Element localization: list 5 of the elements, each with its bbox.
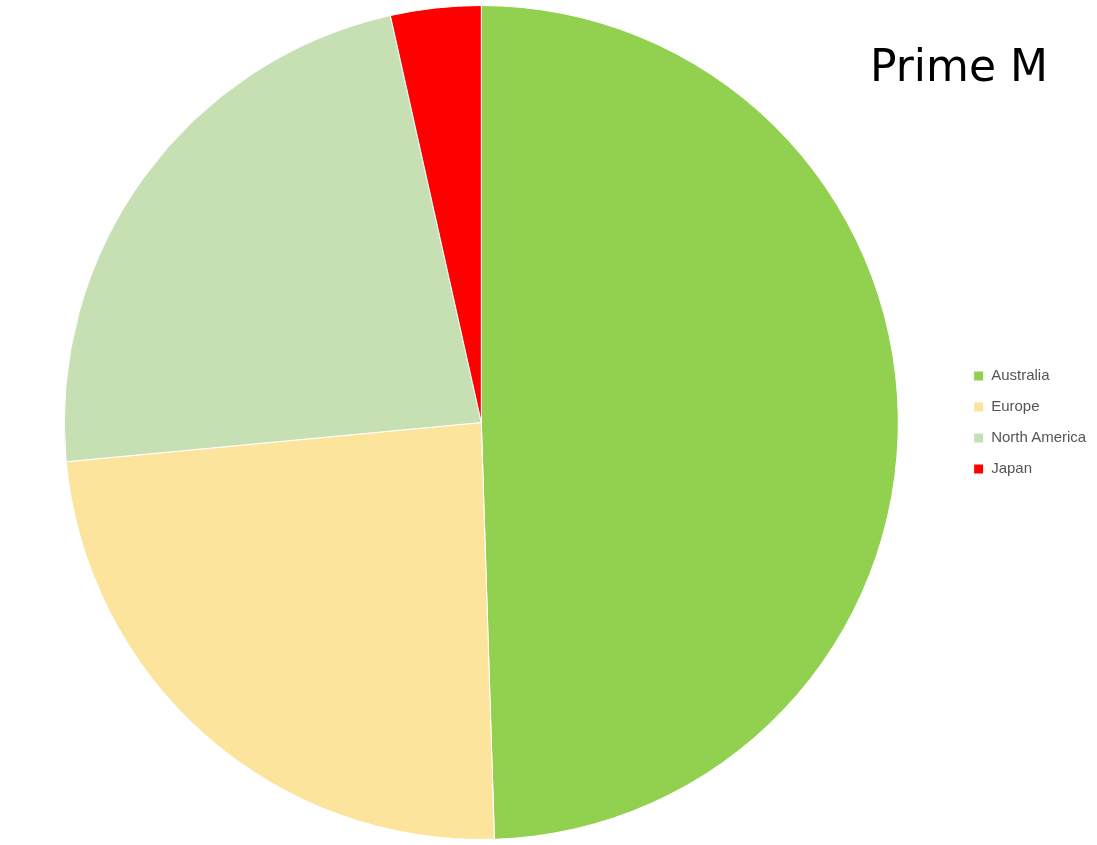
- legend-label: Japan: [991, 459, 1033, 477]
- legend-label: Europe: [991, 397, 1040, 415]
- legend-label: Australia: [991, 366, 1051, 384]
- legend-label: North America: [991, 428, 1087, 446]
- text: Prime M: [870, 40, 1048, 91]
